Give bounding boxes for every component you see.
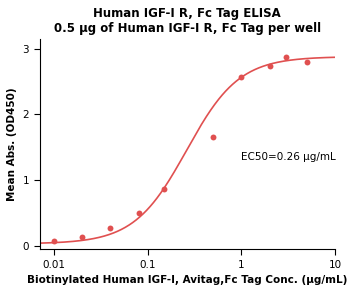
Point bbox=[239, 75, 244, 79]
Point bbox=[136, 211, 141, 215]
Point bbox=[51, 238, 57, 243]
Point bbox=[283, 55, 289, 60]
Point bbox=[210, 135, 216, 140]
Point bbox=[79, 235, 85, 240]
Text: EC50=0.26 μg/mL: EC50=0.26 μg/mL bbox=[240, 152, 335, 161]
Point bbox=[161, 186, 167, 191]
X-axis label: Biotinylated Human IGF-I, Avitag,Fc Tag Conc. (μg/mL): Biotinylated Human IGF-I, Avitag,Fc Tag … bbox=[27, 275, 348, 285]
Point bbox=[267, 64, 272, 69]
Point bbox=[108, 226, 113, 230]
Point bbox=[304, 60, 310, 64]
Title: Human IGF-I R, Fc Tag ELISA
0.5 μg of Human IGF-I R, Fc Tag per well: Human IGF-I R, Fc Tag ELISA 0.5 μg of Hu… bbox=[54, 7, 321, 35]
Y-axis label: Mean Abs. (OD450): Mean Abs. (OD450) bbox=[7, 87, 17, 201]
